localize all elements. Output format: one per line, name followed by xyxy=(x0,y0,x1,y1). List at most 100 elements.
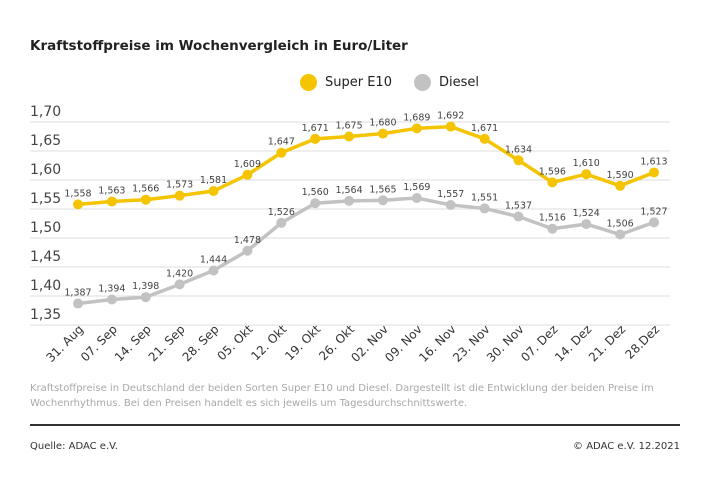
x-tick-label: 28. Sep xyxy=(180,322,222,364)
data-point xyxy=(106,196,117,207)
data-point xyxy=(242,169,253,180)
data-point xyxy=(411,123,422,134)
data-point xyxy=(547,177,558,188)
chart-note: Kraftstoffpreise in Deutschland der beid… xyxy=(30,383,654,409)
data-point xyxy=(140,194,151,205)
data-label: 1,647 xyxy=(268,137,295,148)
data-point xyxy=(344,131,355,142)
data-point xyxy=(479,133,490,144)
x-tick-label: 28.Dez xyxy=(623,322,663,362)
y-tick-label: 1,55 xyxy=(30,191,61,207)
copyright: © ADAC e.V. 12.2021 xyxy=(573,441,680,452)
data-point xyxy=(479,203,490,214)
data-point xyxy=(310,133,321,144)
data-point xyxy=(581,219,592,230)
x-tick-label: 30. Nov xyxy=(484,322,527,365)
data-label: 1,569 xyxy=(403,182,430,193)
data-point xyxy=(310,198,321,209)
data-point xyxy=(649,217,659,228)
legend: Super E10 Diesel xyxy=(300,74,479,91)
data-point xyxy=(106,294,117,305)
data-label: 1,526 xyxy=(268,207,295,218)
data-label: 1,560 xyxy=(302,187,329,198)
data-point xyxy=(513,211,524,222)
x-tick-label: 21. Dez xyxy=(586,322,628,364)
data-label: 1,692 xyxy=(437,111,464,122)
legend-swatch-diesel xyxy=(413,74,431,91)
data-label: 1,557 xyxy=(437,189,464,200)
data-label: 1,634 xyxy=(505,144,532,155)
data-label: 1,551 xyxy=(471,192,498,203)
y-tick-label: 1,50 xyxy=(30,220,61,236)
x-tick-label: 21. Sep xyxy=(146,322,188,364)
data-label: 1,564 xyxy=(335,185,362,196)
data-point xyxy=(174,190,185,201)
data-label: 1,596 xyxy=(539,166,566,177)
data-label: 1,444 xyxy=(200,254,227,265)
data-label: 1,394 xyxy=(98,283,125,294)
y-tick-label: 1,45 xyxy=(30,249,61,265)
legend-item-diesel: Diesel xyxy=(413,74,479,91)
data-point xyxy=(411,192,422,203)
series-line-1 xyxy=(77,196,655,306)
data-point xyxy=(445,199,456,210)
data-label: 1,590 xyxy=(607,170,634,181)
x-tick-label: 14. Sep xyxy=(112,322,154,364)
data-point xyxy=(615,180,626,191)
data-point xyxy=(445,121,456,132)
x-tick-label: 14. Dez xyxy=(552,322,594,364)
data-point xyxy=(208,265,219,276)
y-tick-label: 1,60 xyxy=(30,162,61,178)
data-point xyxy=(377,195,388,206)
y-tick-label: 1,35 xyxy=(30,307,61,323)
x-tick-label: 07. Sep xyxy=(78,322,120,364)
data-point xyxy=(73,298,83,309)
data-point xyxy=(140,292,151,303)
data-label: 1,581 xyxy=(200,175,227,186)
data-label: 1,478 xyxy=(234,235,261,246)
data-point xyxy=(208,186,219,197)
data-label: 1,671 xyxy=(471,123,498,134)
divider xyxy=(30,424,680,426)
data-point xyxy=(649,167,659,178)
source: Quelle: ADAC e.V. xyxy=(30,441,118,452)
data-label: 1,680 xyxy=(369,118,396,129)
x-tick-label: 12. Okt xyxy=(248,322,289,363)
x-tick-label: 19. Okt xyxy=(282,322,323,363)
data-point xyxy=(581,169,592,180)
y-tick-label: 1,70 xyxy=(30,104,61,120)
legend-swatch-super-e10 xyxy=(300,74,317,91)
x-tick-label: 07. Dez xyxy=(518,322,560,364)
data-point xyxy=(73,199,83,210)
legend-item-super-e10: Super E10 xyxy=(300,74,392,91)
x-tick-label: 05. Okt xyxy=(215,322,256,363)
data-label: 1,527 xyxy=(640,206,667,217)
data-point xyxy=(276,147,287,158)
data-label: 1,565 xyxy=(369,184,396,195)
legend-label-super-e10: Super E10 xyxy=(325,75,392,90)
legend-label-diesel: Diesel xyxy=(438,75,479,90)
y-tick-label: 1,40 xyxy=(30,278,61,294)
data-label: 1,675 xyxy=(335,121,362,132)
data-label: 1,420 xyxy=(166,268,193,279)
data-point xyxy=(615,229,626,240)
data-label: 1,398 xyxy=(132,281,159,292)
data-label: 1,689 xyxy=(403,112,430,123)
data-label: 1,566 xyxy=(132,184,159,195)
data-label: 1,387 xyxy=(64,288,91,299)
x-tick-label: 31. Aug xyxy=(43,322,86,365)
data-point xyxy=(377,128,388,139)
data-label: 1,558 xyxy=(64,188,91,199)
chart-title: Kraftstoffpreise im Wochenvergleich in E… xyxy=(30,38,408,54)
data-label: 1,609 xyxy=(234,159,261,170)
data-point xyxy=(242,245,253,256)
y-tick-label: 1,65 xyxy=(30,133,61,149)
data-label: 1,524 xyxy=(573,208,600,219)
data-point xyxy=(344,195,355,206)
data-label: 1,506 xyxy=(607,219,634,230)
data-label: 1,537 xyxy=(505,201,532,212)
data-label: 1,613 xyxy=(640,156,667,167)
data-label: 1,671 xyxy=(302,123,329,134)
